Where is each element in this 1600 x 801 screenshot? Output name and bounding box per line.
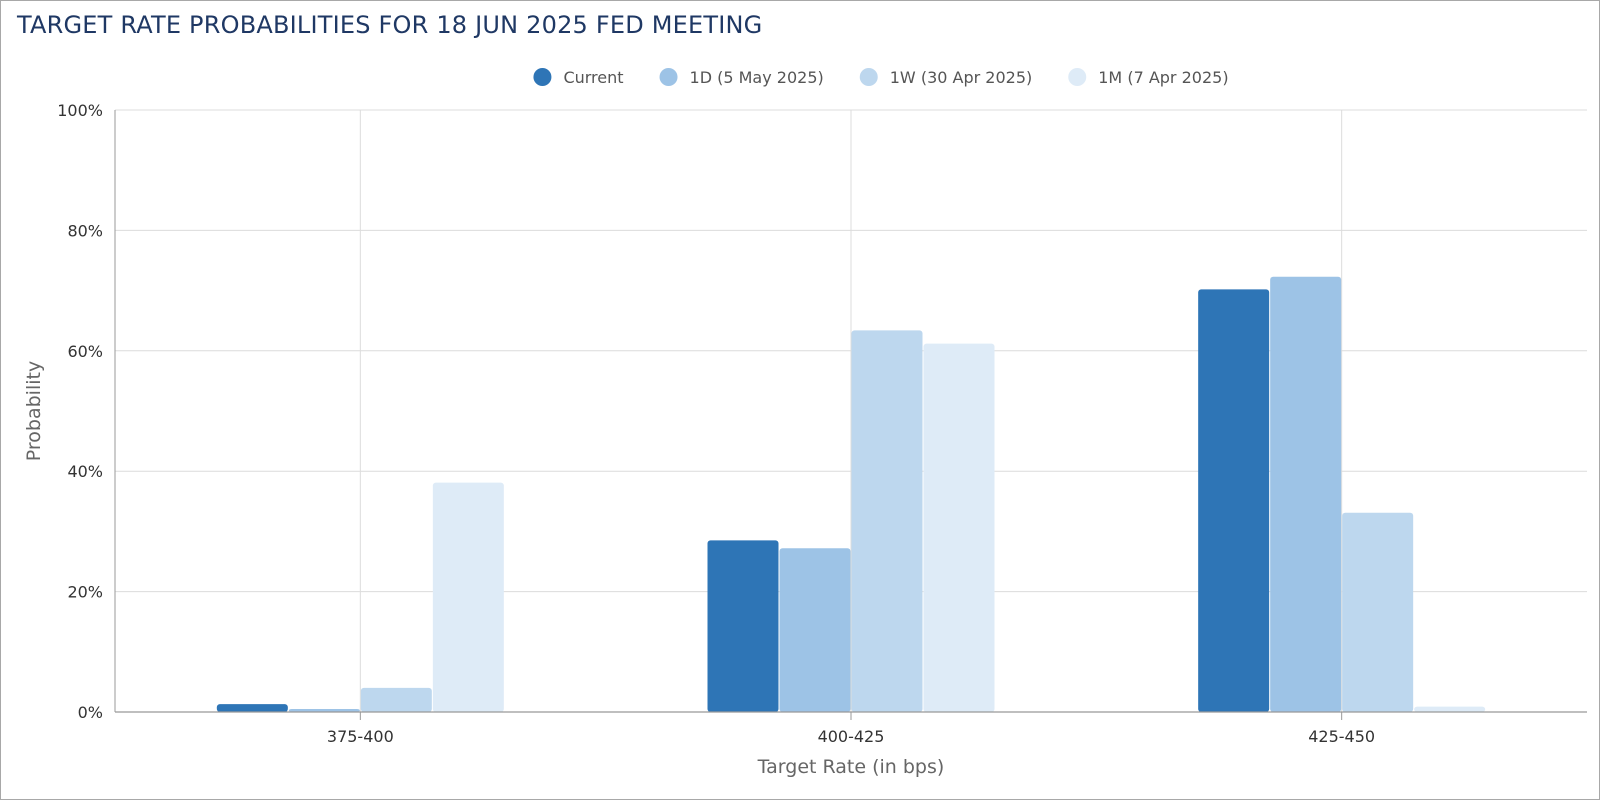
bar[interactable]: [1414, 706, 1486, 712]
bar[interactable]: [288, 708, 360, 712]
legend-marker[interactable]: [1068, 68, 1087, 86]
bar[interactable]: [1198, 289, 1270, 712]
legend-label[interactable]: 1M (7 Apr 2025): [1098, 68, 1228, 87]
legend-marker[interactable]: [659, 68, 678, 86]
x-tick-label: 425-450: [1308, 727, 1375, 746]
bar[interactable]: [851, 330, 923, 712]
bar[interactable]: [1270, 276, 1342, 712]
bar[interactable]: [432, 482, 504, 712]
legend-label[interactable]: Current: [563, 68, 623, 87]
legend-marker[interactable]: [859, 68, 878, 86]
bar[interactable]: [779, 548, 851, 712]
y-tick-label: 60%: [67, 342, 103, 361]
legend-marker[interactable]: [533, 68, 552, 86]
y-axis-title: Probability: [23, 361, 45, 461]
x-tick-label: 400-425: [818, 727, 885, 746]
x-tick-label: 375-400: [327, 727, 394, 746]
y-tick-label: 40%: [67, 462, 103, 481]
chart-title: TARGET RATE PROBABILITIES FOR 18 JUN 202…: [17, 11, 763, 39]
bar[interactable]: [360, 687, 432, 712]
y-tick-label: 100%: [57, 101, 103, 120]
legend-label[interactable]: 1W (30 Apr 2025): [890, 68, 1033, 87]
y-tick-label: 20%: [67, 583, 103, 602]
bar[interactable]: [923, 343, 995, 712]
bar[interactable]: [1342, 512, 1414, 712]
y-tick-label: 80%: [67, 221, 103, 240]
legend-label[interactable]: 1D (5 May 2025): [690, 68, 824, 87]
y-tick-label: 0%: [78, 703, 103, 722]
bar[interactable]: [707, 540, 779, 712]
bar[interactable]: [216, 704, 288, 712]
x-axis-title: Target Rate (in bps): [757, 756, 945, 778]
